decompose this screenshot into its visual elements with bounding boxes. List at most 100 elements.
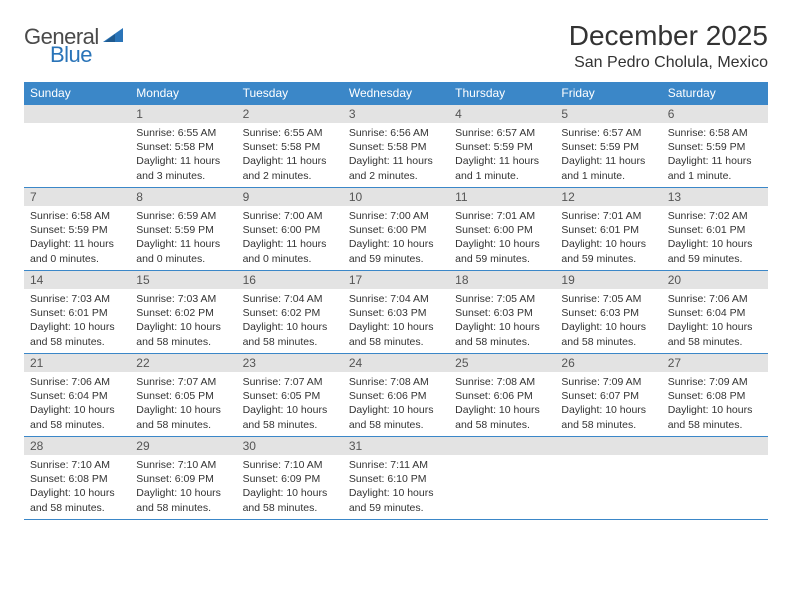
daylight-text: Daylight: 10 hours and 58 minutes. xyxy=(668,403,762,431)
sunset-text: Sunset: 6:10 PM xyxy=(349,472,443,486)
sunset-text: Sunset: 6:05 PM xyxy=(243,389,337,403)
day-cell: 26Sunrise: 7:09 AMSunset: 6:07 PMDayligh… xyxy=(555,354,661,436)
day-cell: 8Sunrise: 6:59 AMSunset: 5:59 PMDaylight… xyxy=(130,188,236,270)
sunset-text: Sunset: 5:59 PM xyxy=(561,140,655,154)
daylight-text: Daylight: 10 hours and 58 minutes. xyxy=(349,403,443,431)
day-body: Sunrise: 7:04 AMSunset: 6:03 PMDaylight:… xyxy=(343,289,449,353)
calendar-page: General December 2025 San Pedro Cholula,… xyxy=(0,0,792,612)
day-cell: 3Sunrise: 6:56 AMSunset: 5:58 PMDaylight… xyxy=(343,105,449,187)
sunrise-text: Sunrise: 7:01 AM xyxy=(561,209,655,223)
sunset-text: Sunset: 6:06 PM xyxy=(349,389,443,403)
day-number: 10 xyxy=(343,188,449,206)
day-number: 21 xyxy=(24,354,130,372)
sunset-text: Sunset: 5:59 PM xyxy=(30,223,124,237)
day-cell: 2Sunrise: 6:55 AMSunset: 5:58 PMDaylight… xyxy=(237,105,343,187)
day-number xyxy=(24,105,130,123)
daylight-text: Daylight: 10 hours and 58 minutes. xyxy=(349,320,443,348)
sunrise-text: Sunrise: 6:57 AM xyxy=(561,126,655,140)
month-title: December 2025 xyxy=(569,20,768,52)
day-number: 8 xyxy=(130,188,236,206)
sunset-text: Sunset: 5:59 PM xyxy=(455,140,549,154)
day-cell: 11Sunrise: 7:01 AMSunset: 6:00 PMDayligh… xyxy=(449,188,555,270)
day-number: 19 xyxy=(555,271,661,289)
sunrise-text: Sunrise: 7:09 AM xyxy=(668,375,762,389)
daylight-text: Daylight: 10 hours and 58 minutes. xyxy=(30,320,124,348)
day-number: 4 xyxy=(449,105,555,123)
day-number: 28 xyxy=(24,437,130,455)
day-cell: 5Sunrise: 6:57 AMSunset: 5:59 PMDaylight… xyxy=(555,105,661,187)
week-row: 21Sunrise: 7:06 AMSunset: 6:04 PMDayligh… xyxy=(24,354,768,437)
daylight-text: Daylight: 10 hours and 58 minutes. xyxy=(136,320,230,348)
sunset-text: Sunset: 6:03 PM xyxy=(455,306,549,320)
sunrise-text: Sunrise: 6:57 AM xyxy=(455,126,549,140)
day-cell: 1Sunrise: 6:55 AMSunset: 5:58 PMDaylight… xyxy=(130,105,236,187)
sunset-text: Sunset: 6:01 PM xyxy=(561,223,655,237)
day-number: 7 xyxy=(24,188,130,206)
weekday-header: Sunday xyxy=(24,82,130,105)
sunrise-text: Sunrise: 6:55 AM xyxy=(136,126,230,140)
daylight-text: Daylight: 10 hours and 58 minutes. xyxy=(668,320,762,348)
sunrise-text: Sunrise: 7:02 AM xyxy=(668,209,762,223)
day-cell: 15Sunrise: 7:03 AMSunset: 6:02 PMDayligh… xyxy=(130,271,236,353)
day-cell: 10Sunrise: 7:00 AMSunset: 6:00 PMDayligh… xyxy=(343,188,449,270)
day-body: Sunrise: 7:11 AMSunset: 6:10 PMDaylight:… xyxy=(343,455,449,519)
day-cell: 31Sunrise: 7:11 AMSunset: 6:10 PMDayligh… xyxy=(343,437,449,519)
day-cell: 16Sunrise: 7:04 AMSunset: 6:02 PMDayligh… xyxy=(237,271,343,353)
day-number: 15 xyxy=(130,271,236,289)
day-body: Sunrise: 6:55 AMSunset: 5:58 PMDaylight:… xyxy=(237,123,343,187)
sunrise-text: Sunrise: 7:00 AM xyxy=(349,209,443,223)
weekday-header: Friday xyxy=(555,82,661,105)
day-body: Sunrise: 7:01 AMSunset: 6:00 PMDaylight:… xyxy=(449,206,555,270)
day-number: 18 xyxy=(449,271,555,289)
day-number: 20 xyxy=(662,271,768,289)
daylight-text: Daylight: 11 hours and 1 minute. xyxy=(668,154,762,182)
day-cell: 6Sunrise: 6:58 AMSunset: 5:59 PMDaylight… xyxy=(662,105,768,187)
sunset-text: Sunset: 5:59 PM xyxy=(136,223,230,237)
sunrise-text: Sunrise: 7:05 AM xyxy=(561,292,655,306)
sunrise-text: Sunrise: 7:03 AM xyxy=(30,292,124,306)
sunset-text: Sunset: 6:06 PM xyxy=(455,389,549,403)
daylight-text: Daylight: 11 hours and 3 minutes. xyxy=(136,154,230,182)
day-body: Sunrise: 6:59 AMSunset: 5:59 PMDaylight:… xyxy=(130,206,236,270)
day-number: 9 xyxy=(237,188,343,206)
day-number: 6 xyxy=(662,105,768,123)
daylight-text: Daylight: 10 hours and 59 minutes. xyxy=(668,237,762,265)
sunset-text: Sunset: 5:58 PM xyxy=(243,140,337,154)
sunset-text: Sunset: 5:58 PM xyxy=(136,140,230,154)
day-body: Sunrise: 7:06 AMSunset: 6:04 PMDaylight:… xyxy=(24,372,130,436)
weekday-header: Thursday xyxy=(449,82,555,105)
day-cell: 13Sunrise: 7:02 AMSunset: 6:01 PMDayligh… xyxy=(662,188,768,270)
day-body: Sunrise: 7:05 AMSunset: 6:03 PMDaylight:… xyxy=(449,289,555,353)
sunrise-text: Sunrise: 6:59 AM xyxy=(136,209,230,223)
day-body: Sunrise: 7:10 AMSunset: 6:09 PMDaylight:… xyxy=(130,455,236,519)
sunset-text: Sunset: 6:04 PM xyxy=(30,389,124,403)
day-cell: 18Sunrise: 7:05 AMSunset: 6:03 PMDayligh… xyxy=(449,271,555,353)
brand-triangle-icon xyxy=(103,26,125,49)
day-number: 23 xyxy=(237,354,343,372)
daylight-text: Daylight: 10 hours and 59 minutes. xyxy=(349,486,443,514)
day-body: Sunrise: 7:07 AMSunset: 6:05 PMDaylight:… xyxy=(237,372,343,436)
day-cell: 27Sunrise: 7:09 AMSunset: 6:08 PMDayligh… xyxy=(662,354,768,436)
day-cell-empty xyxy=(662,437,768,519)
weekday-header: Saturday xyxy=(662,82,768,105)
day-body xyxy=(449,455,555,462)
day-body xyxy=(555,455,661,462)
daylight-text: Daylight: 11 hours and 2 minutes. xyxy=(243,154,337,182)
daylight-text: Daylight: 10 hours and 58 minutes. xyxy=(561,320,655,348)
daylight-text: Daylight: 10 hours and 58 minutes. xyxy=(455,403,549,431)
day-body: Sunrise: 6:57 AMSunset: 5:59 PMDaylight:… xyxy=(555,123,661,187)
day-cell: 29Sunrise: 7:10 AMSunset: 6:09 PMDayligh… xyxy=(130,437,236,519)
week-row: 28Sunrise: 7:10 AMSunset: 6:08 PMDayligh… xyxy=(24,437,768,520)
sunset-text: Sunset: 6:01 PM xyxy=(668,223,762,237)
daylight-text: Daylight: 10 hours and 58 minutes. xyxy=(136,486,230,514)
day-body: Sunrise: 7:08 AMSunset: 6:06 PMDaylight:… xyxy=(449,372,555,436)
sunrise-text: Sunrise: 7:06 AM xyxy=(668,292,762,306)
daylight-text: Daylight: 11 hours and 0 minutes. xyxy=(136,237,230,265)
daylight-text: Daylight: 10 hours and 58 minutes. xyxy=(30,486,124,514)
daylight-text: Daylight: 10 hours and 59 minutes. xyxy=(561,237,655,265)
daylight-text: Daylight: 11 hours and 1 minute. xyxy=(455,154,549,182)
sunset-text: Sunset: 6:00 PM xyxy=(349,223,443,237)
day-body: Sunrise: 7:00 AMSunset: 6:00 PMDaylight:… xyxy=(237,206,343,270)
sunset-text: Sunset: 5:58 PM xyxy=(349,140,443,154)
day-number: 14 xyxy=(24,271,130,289)
